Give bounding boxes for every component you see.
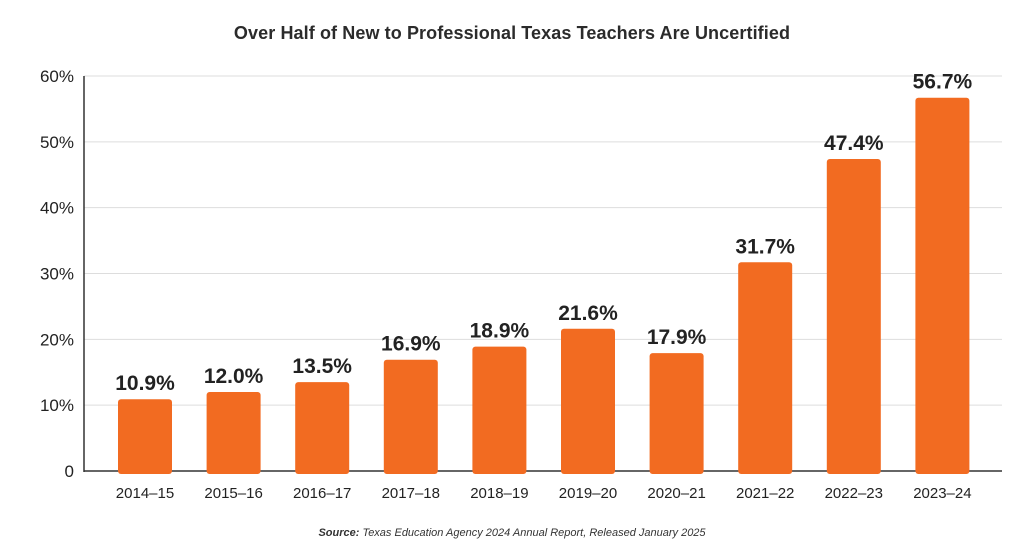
bar-value-label: 31.7%: [735, 235, 795, 258]
x-tick-label: 2022–23: [825, 485, 883, 502]
x-tick-label: 2021–22: [736, 485, 794, 502]
x-tick-label: 2014–15: [116, 485, 174, 502]
x-tick-label: 2017–18: [382, 485, 440, 502]
y-tick-label: 60%: [40, 67, 74, 86]
bar: [472, 346, 527, 474]
bar-value-label: 17.9%: [647, 326, 707, 349]
x-tick-label: 2019–20: [559, 485, 617, 502]
y-tick-label: 50%: [40, 133, 74, 152]
y-tick-label: 20%: [40, 330, 74, 349]
chart-title: Over Half of New to Professional Texas T…: [233, 23, 791, 43]
bar: [826, 158, 881, 474]
bar-value-label: 47.4%: [824, 132, 884, 155]
source-label: Source:: [318, 527, 360, 539]
bar: [649, 353, 704, 474]
source-note: Source: Texas Education Agency 2024 Annu…: [0, 527, 1024, 539]
y-tick-label: 0: [65, 462, 74, 481]
x-tick-label: 2018–19: [470, 485, 528, 502]
bar: [295, 382, 350, 474]
bar: [383, 359, 438, 474]
bar-value-label: 10.9%: [115, 372, 175, 395]
bar-value-label: 16.9%: [381, 333, 441, 356]
source-text: Texas Education Agency 2024 Annual Repor…: [359, 527, 706, 539]
x-tick-label: 2023–24: [913, 485, 971, 502]
bar-value-label: 12.0%: [204, 365, 264, 388]
bar-value-label: 13.5%: [292, 355, 352, 378]
x-tick-label: 2020–21: [647, 485, 705, 502]
y-tick-label: 40%: [40, 199, 74, 218]
x-tick-label: 2015–16: [204, 485, 262, 502]
bar: [915, 97, 970, 474]
bar-value-label: 21.6%: [558, 302, 618, 325]
bar: [206, 392, 261, 474]
y-tick-label: 10%: [40, 396, 74, 415]
x-tick-label: 2016–17: [293, 485, 351, 502]
bar-value-label: 56.7%: [913, 71, 973, 94]
bar: [738, 262, 793, 474]
bar: [118, 399, 172, 474]
bar: [561, 328, 615, 474]
bar-value-label: 18.9%: [470, 320, 530, 343]
y-tick-label: 30%: [40, 265, 74, 284]
